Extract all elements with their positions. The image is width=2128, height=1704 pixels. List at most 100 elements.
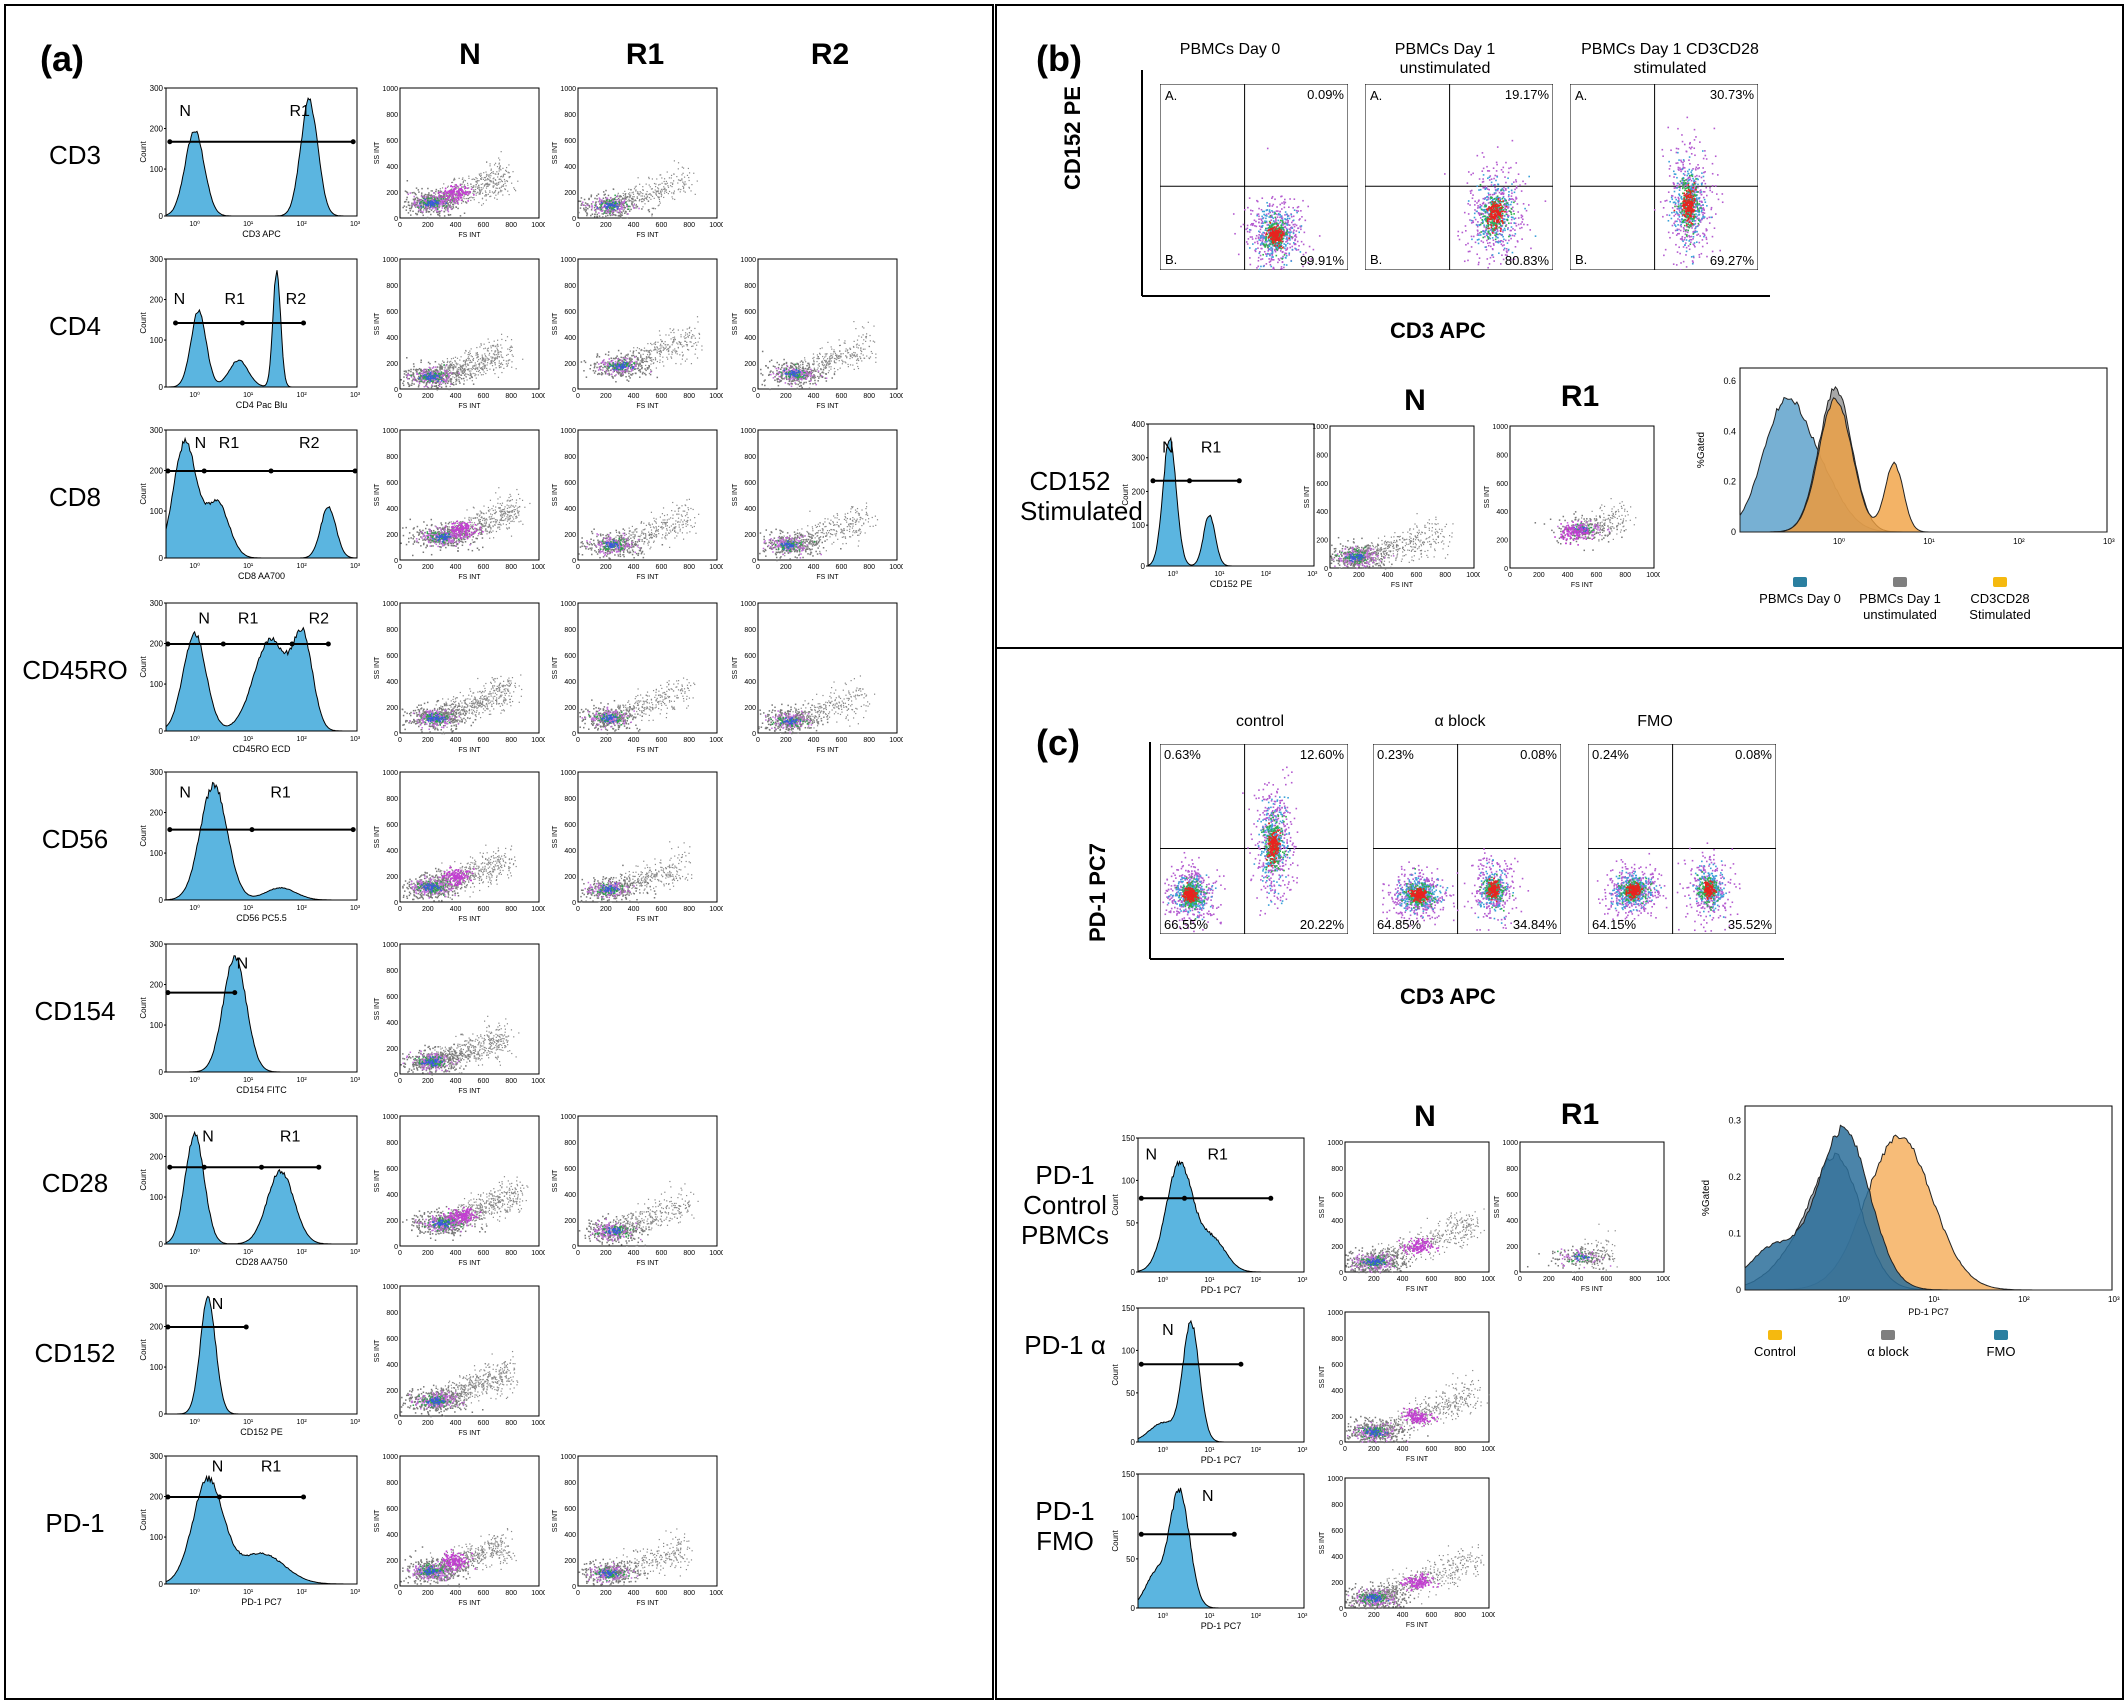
x-tick-label: 1000 xyxy=(709,564,723,571)
x-tick-label: 400 xyxy=(628,393,640,400)
gate-marker[interactable] xyxy=(167,139,173,145)
y-axis-label: SS INT xyxy=(1319,1531,1326,1554)
gate-marker[interactable] xyxy=(350,827,356,833)
y-axis-label: SS INT xyxy=(374,1509,381,1532)
gate-marker[interactable] xyxy=(1238,1361,1244,1367)
x-tick-label: 200 xyxy=(1353,572,1365,579)
x-tick-label: 800 xyxy=(863,564,875,571)
gate-marker[interactable] xyxy=(249,827,255,833)
gate-marker[interactable] xyxy=(301,1494,307,1500)
x-tick-label: 1000 xyxy=(709,222,723,229)
gate-marker[interactable] xyxy=(1138,1531,1144,1537)
panel-c-title-3: FMO xyxy=(1595,712,1715,731)
x-tick-label: 200 xyxy=(600,564,612,571)
scatter-frame xyxy=(757,602,898,734)
panel-b-quadrant-1: A. B. 0.09% 99.91% xyxy=(1160,84,1348,270)
gate-marker[interactable] xyxy=(325,641,331,647)
gate-marker[interactable] xyxy=(216,1494,222,1500)
gate-marker[interactable] xyxy=(1236,478,1242,484)
gate-marker[interactable] xyxy=(165,1324,171,1330)
gate-marker[interactable] xyxy=(301,320,307,326)
gate-marker[interactable] xyxy=(1181,1195,1187,1201)
y-tick-label: 1000 xyxy=(560,428,576,435)
gate-marker[interactable] xyxy=(1268,1195,1274,1201)
x-tick-label: 200 xyxy=(1368,1446,1380,1453)
y-tick-label: 0 xyxy=(1514,1270,1518,1277)
x-tick-label: 800 xyxy=(683,906,695,913)
x-tick-label: 200 xyxy=(422,1078,434,1085)
x-tick-label: 10³ xyxy=(2108,1295,2120,1304)
y-tick-label: 0 xyxy=(572,387,576,394)
x-axis-label: FS INT xyxy=(1406,1286,1429,1293)
x-axis-label: CD45RO ECD xyxy=(232,744,291,754)
y-tick-label: 800 xyxy=(386,1140,398,1147)
panel-c-row-label-2: PD-1 α xyxy=(1015,1330,1115,1360)
quad-points xyxy=(1596,842,1741,933)
gate-marker[interactable] xyxy=(232,990,238,996)
quad-value-lower-right: 69.27% xyxy=(1710,253,1755,268)
quad-value-upper-right: 0.08% xyxy=(1735,747,1772,762)
gate-marker[interactable] xyxy=(350,139,356,145)
gate-marker[interactable] xyxy=(268,468,274,474)
x-tick-label: 10¹ xyxy=(243,1419,254,1426)
gate-marker[interactable] xyxy=(220,641,226,647)
y-tick-label: 600 xyxy=(386,822,398,829)
gate-marker[interactable] xyxy=(243,1324,249,1330)
y-tick-label: 1000 xyxy=(740,428,756,435)
y-tick-label: 150 xyxy=(1122,1304,1136,1313)
panel-b-legend-item-3: CD3CD28 Stimulated xyxy=(1940,577,2060,623)
x-axis-label: FS INT xyxy=(1581,1286,1604,1293)
gate-marker[interactable] xyxy=(1187,478,1192,484)
x-tick-label: 1000 xyxy=(709,1590,723,1597)
gate-marker[interactable] xyxy=(165,468,171,474)
y-axis-label: Count xyxy=(1121,484,1130,506)
x-tick-label: 1000 xyxy=(531,1590,545,1597)
y-tick-label: 0 xyxy=(572,558,576,565)
gate-marker[interactable] xyxy=(1231,1531,1237,1537)
y-tick-label: 800 xyxy=(386,112,398,119)
x-tick-label: 200 xyxy=(422,1420,434,1427)
panel-b-histogram: 400 300 200 100 0 Count 10⁰ 10¹ 10² 10³ CD152 PE N R… xyxy=(1121,420,1318,589)
gate-marker[interactable] xyxy=(165,990,171,996)
scatter-cd4-r1: 1000 800 600 400 200 00 200 400 600 800 1000 SS INT… xyxy=(552,257,723,410)
legend-label: FMO xyxy=(1941,1344,2061,1360)
gate-marker[interactable] xyxy=(167,827,173,833)
gate-marker[interactable] xyxy=(259,1164,264,1170)
panel-a-row-label-cd154: CD154 xyxy=(20,996,130,1026)
quad-value-upper-right: 12.60% xyxy=(1300,747,1345,762)
y-tick-label: 400 xyxy=(564,1532,576,1539)
y-axis-label: SS INT xyxy=(374,997,381,1020)
gate-marker[interactable] xyxy=(165,641,171,647)
y-tick-label: 200 xyxy=(564,1558,576,1565)
y-tick-label: 600 xyxy=(386,994,398,1001)
y-tick-label: 1000 xyxy=(1492,424,1508,431)
gate-marker[interactable] xyxy=(239,320,245,326)
histogram-curve xyxy=(165,1130,357,1245)
x-tick-label: 1000 xyxy=(1481,1276,1495,1283)
gate-marker[interactable] xyxy=(165,1494,171,1500)
gate-marker[interactable] xyxy=(173,320,179,326)
y-tick-label: 800 xyxy=(564,1480,576,1487)
x-tick-label: 0 xyxy=(398,906,402,913)
gate-marker[interactable] xyxy=(1150,478,1156,484)
y-tick-label: 200 xyxy=(564,874,576,881)
gate-marker[interactable] xyxy=(167,1164,173,1170)
panel-b-legend-item-1: PBMCs Day 0 xyxy=(1740,577,1860,607)
panel-b-quadrant-2: A. B. 19.17% 80.83% xyxy=(1365,84,1553,270)
y-tick-label: 100 xyxy=(150,1021,164,1030)
gate-marker[interactable] xyxy=(1138,1361,1144,1367)
gate-marker[interactable] xyxy=(289,641,295,647)
x-tick-label: 800 xyxy=(505,222,517,229)
gate-marker[interactable] xyxy=(201,1164,207,1170)
x-tick-label: 10¹ xyxy=(1214,571,1225,578)
y-tick-label: 150 xyxy=(1122,1470,1136,1479)
y-tick-label: 0 xyxy=(1504,566,1508,573)
x-tick-label: 600 xyxy=(478,222,490,229)
x-axis-label: PD-1 PC7 xyxy=(1201,1621,1242,1631)
x-tick-label: 600 xyxy=(656,1590,668,1597)
gate-marker[interactable] xyxy=(1138,1195,1144,1201)
gate-marker[interactable] xyxy=(316,1164,322,1170)
y-tick-label: 200 xyxy=(150,1323,164,1332)
gate-marker[interactable] xyxy=(352,468,358,474)
gate-marker[interactable] xyxy=(201,468,207,474)
